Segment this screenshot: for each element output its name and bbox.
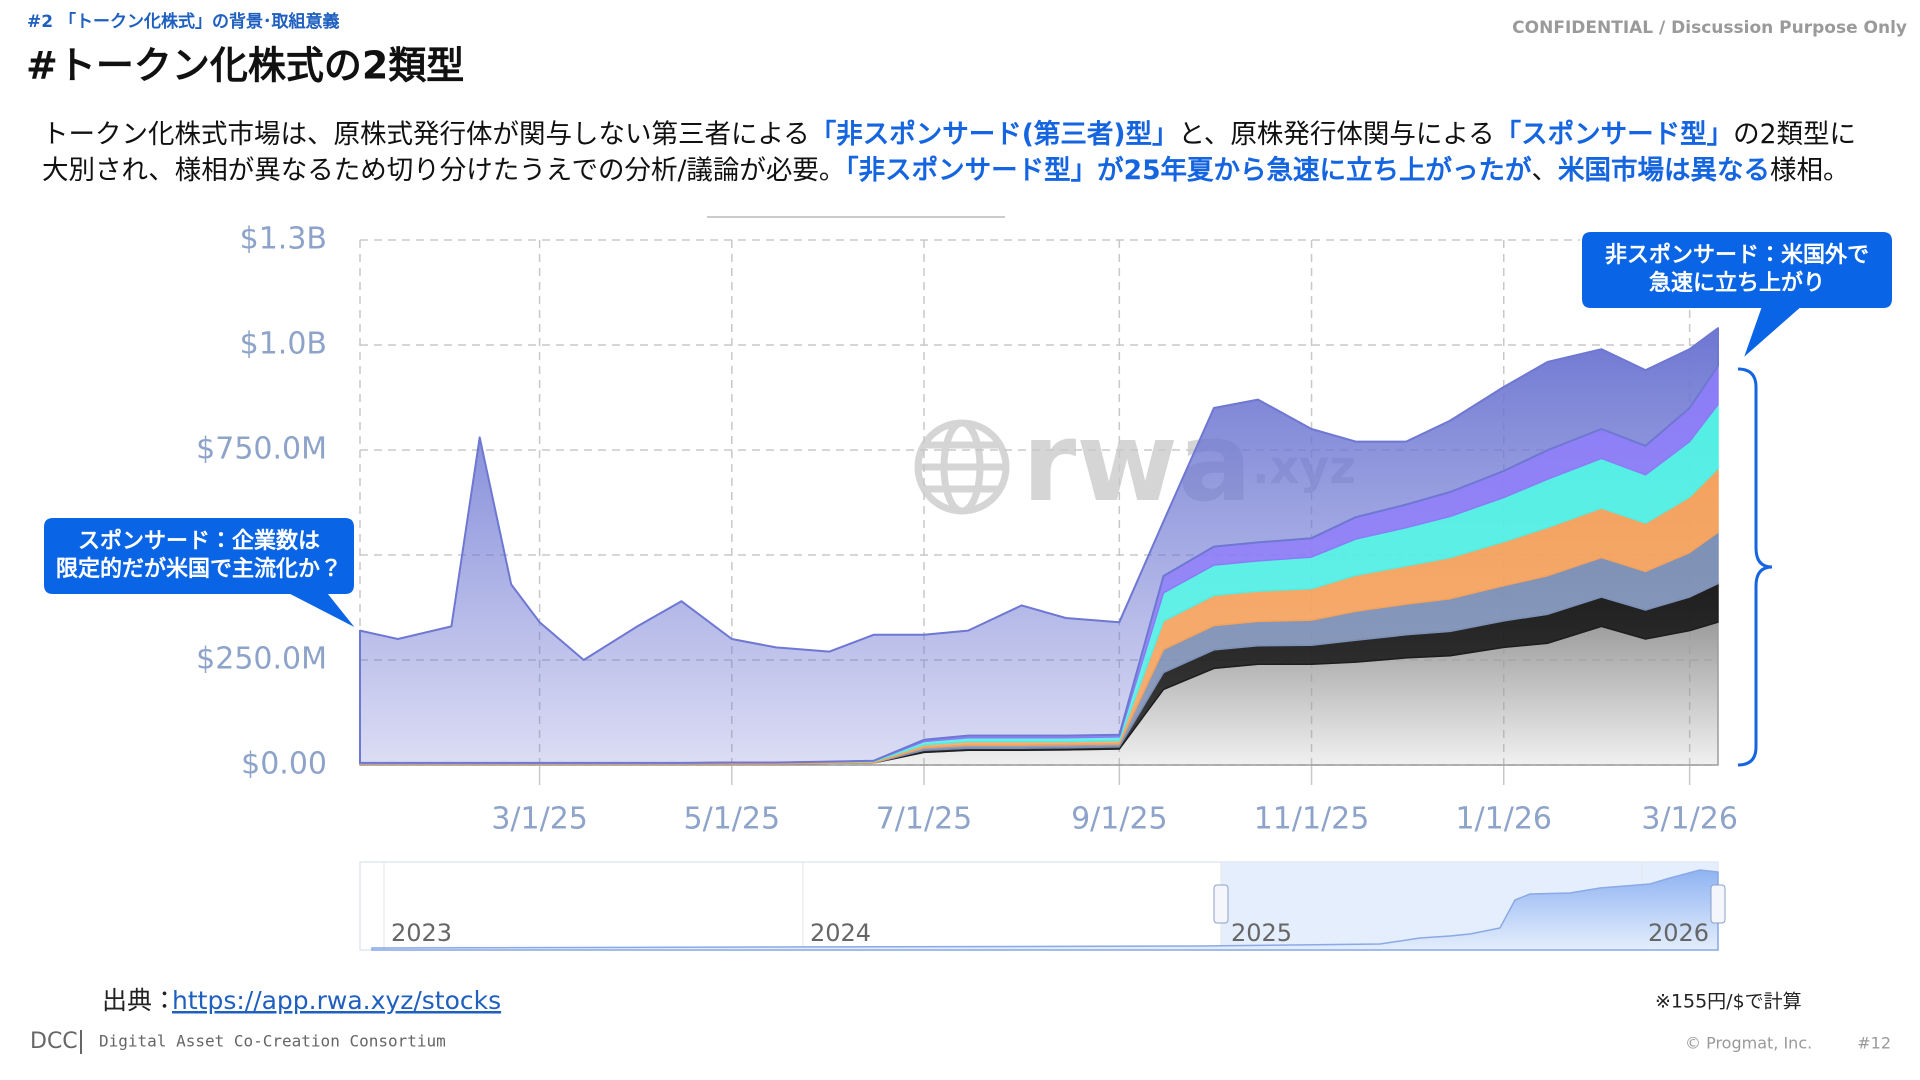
note: ※155円/$で計算 bbox=[1655, 991, 1802, 1013]
callout-sponsored bbox=[42, 516, 359, 631]
callout-text: 急速に立ち上がり bbox=[1649, 270, 1825, 296]
body-segment: 、 bbox=[1532, 155, 1559, 186]
navigator-year: 2025 bbox=[1231, 919, 1292, 947]
org: DCC bbox=[30, 1029, 78, 1054]
body-emphasis: 「スポンサード型」 bbox=[1495, 119, 1734, 150]
body-line: トークン化株式市場は、原株式発行体が関与しない第三者による「非スポンサード(第三… bbox=[42, 119, 1856, 150]
navigator-handle[interactable] bbox=[1710, 884, 1726, 924]
x-tick-label: 1/1/26 bbox=[1455, 802, 1552, 837]
confidential-label: CONFIDENTIAL / Discussion Purpose Only bbox=[1512, 18, 1907, 38]
y-tick-label: $250.0M bbox=[196, 642, 327, 677]
brace bbox=[1737, 367, 1773, 767]
body-emphasis: 「非スポンサード(第三者)型」 bbox=[810, 119, 1179, 150]
body-text: トークン化株式市場は、原株式発行体が関与しない第三者による「非スポンサード(第三… bbox=[42, 119, 1856, 186]
watermark-globe bbox=[914, 419, 1010, 515]
body-segment: 大別され、様相が異なるため切り分けたうえでの分析/議論が必要。 bbox=[42, 155, 845, 186]
y-tick-label: $1.0B bbox=[240, 327, 327, 362]
callout-non-sponsored bbox=[1580, 230, 1894, 364]
body-segment: 様相。 bbox=[1770, 155, 1850, 186]
slide-title: #トークン化株式の2類型 bbox=[26, 44, 464, 88]
body-line: 大別され、様相が異なるため切り分けたうえでの分析/議論が必要。「非スポンサード型… bbox=[42, 155, 1850, 186]
y-tick-label: $750.0M bbox=[196, 432, 327, 467]
source-label: 出典： bbox=[102, 986, 177, 1015]
navigator-year: 2024 bbox=[810, 919, 871, 947]
navigator-year: 2026 bbox=[1648, 919, 1709, 947]
callout-text: スポンサード：企業数は bbox=[78, 528, 320, 554]
x-tick-label: 3/1/26 bbox=[1641, 802, 1738, 837]
x-tick-label: 7/1/25 bbox=[876, 802, 973, 837]
x-tick-label: 5/1/25 bbox=[684, 802, 781, 837]
chart: rwa.xyz$0.00$250.0M$750.0M$1.0B$1.3B3/1/… bbox=[196, 222, 1738, 837]
area-series bbox=[359, 327, 1719, 764]
page-number: #12 bbox=[1857, 1034, 1891, 1053]
body-segment: と、原株発行体関与による bbox=[1178, 119, 1494, 150]
x-tick-label: 9/1/25 bbox=[1071, 802, 1168, 837]
callout-text: 非スポンサード：米国外で bbox=[1605, 242, 1869, 268]
body-segment: トークン化株式市場は、原株式発行体が関与しない第三者による bbox=[42, 119, 810, 150]
navigator-year: 2023 bbox=[391, 919, 452, 947]
body-emphasis: 「非スポンサード型」が25年夏から急速に立ち上がったが bbox=[845, 155, 1532, 186]
org-full: Digital Asset Co-Creation Consortium bbox=[99, 1032, 446, 1051]
navigator-handle[interactable] bbox=[1213, 884, 1229, 924]
body-segment: の2類型に bbox=[1733, 119, 1856, 150]
body-emphasis: 米国市場は異なる bbox=[1558, 155, 1770, 186]
y-tick-label: $0.00 bbox=[241, 747, 327, 782]
breadcrumb: #2 「トークン化株式」の背景･取組意義 bbox=[27, 11, 340, 32]
navigator bbox=[359, 861, 1726, 951]
copyright: © Progmat, Inc. bbox=[1685, 1034, 1812, 1053]
x-tick-label: 3/1/25 bbox=[491, 802, 588, 837]
callout-text: 限定的だが米国で主流化か？ bbox=[56, 556, 342, 582]
y-tick-label: $1.3B bbox=[240, 222, 327, 257]
source-link[interactable]: https://app.rwa.xyz/stocks bbox=[172, 986, 501, 1015]
x-tick-label: 11/1/25 bbox=[1254, 802, 1370, 837]
